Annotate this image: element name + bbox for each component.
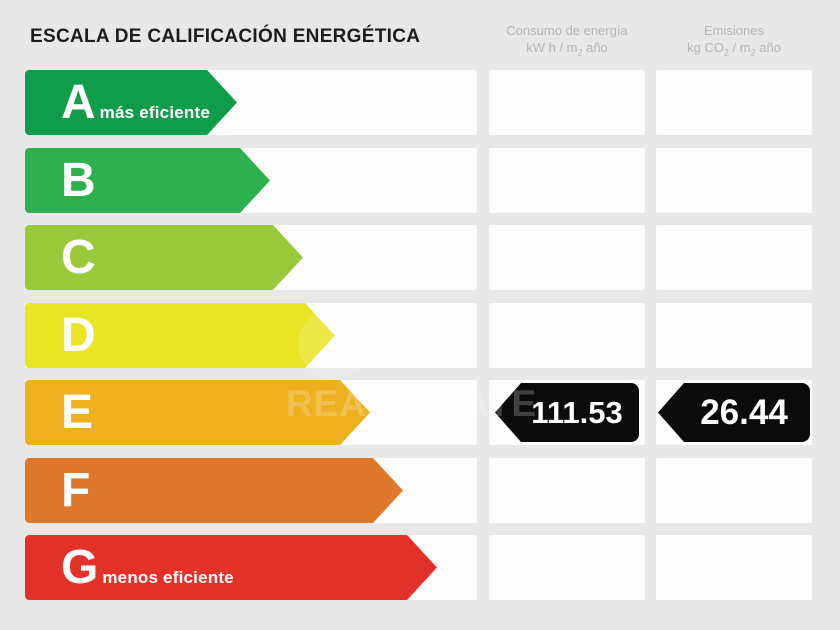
column-header-emisiones: Emisiones kg CO2 / m2 año [656,22,812,62]
rating-arrow-d: D [25,303,335,368]
column-header-emisiones-line1: Emisiones [704,23,764,38]
rating-letter: G [61,540,99,594]
consumo-cell [489,458,645,523]
column-header-consumo: Consumo de energía kW h / m2 año [489,22,645,62]
consumo-cell [489,303,645,368]
rating-arrow-e: E [25,380,370,445]
rating-row-b: B [0,148,840,213]
emisiones-value-badge: 26.44 [658,383,810,442]
column-header-consumo-line1: Consumo de energía [506,23,628,38]
page-title: ESCALA DE CALIFICACIÓN ENERGÉTICA [30,26,421,47]
consumo-cell: 111.53 [489,380,645,445]
consumo-value-badge: 111.53 [495,383,639,442]
rating-letter: E [61,385,94,439]
emisiones-cell [656,458,812,523]
rating-letter: C [61,230,96,284]
rating-arrow-f: F [25,458,403,523]
rating-row-d: D [0,303,840,368]
rating-letter: B [61,153,96,207]
emisiones-cell [656,303,812,368]
rating-row-f: F [0,458,840,523]
consumo-cell [489,225,645,290]
emisiones-cell: 26.44 [656,380,812,445]
emisiones-cell [656,225,812,290]
emisiones-cell [656,70,812,135]
efficiency-label: menos eficiente [102,567,234,587]
consumo-cell [489,70,645,135]
rating-arrow-b: B [25,148,270,213]
emisiones-cell [656,535,812,600]
rating-letter: D [61,308,96,362]
column-header-consumo-unit: kW h / m2 año [526,40,608,58]
column-header-emisiones-unit: kg CO2 / m2 año [687,40,781,58]
rating-arrow-c: C [25,225,303,290]
consumo-cell [489,535,645,600]
rating-row-e: E 111.53 26.44 [0,380,840,445]
rating-letter: F [61,463,91,517]
efficiency-label: más eficiente [99,102,210,122]
rating-letter: A [61,75,96,129]
emisiones-cell [656,148,812,213]
rating-row-c: C [0,225,840,290]
consumo-cell [489,148,645,213]
